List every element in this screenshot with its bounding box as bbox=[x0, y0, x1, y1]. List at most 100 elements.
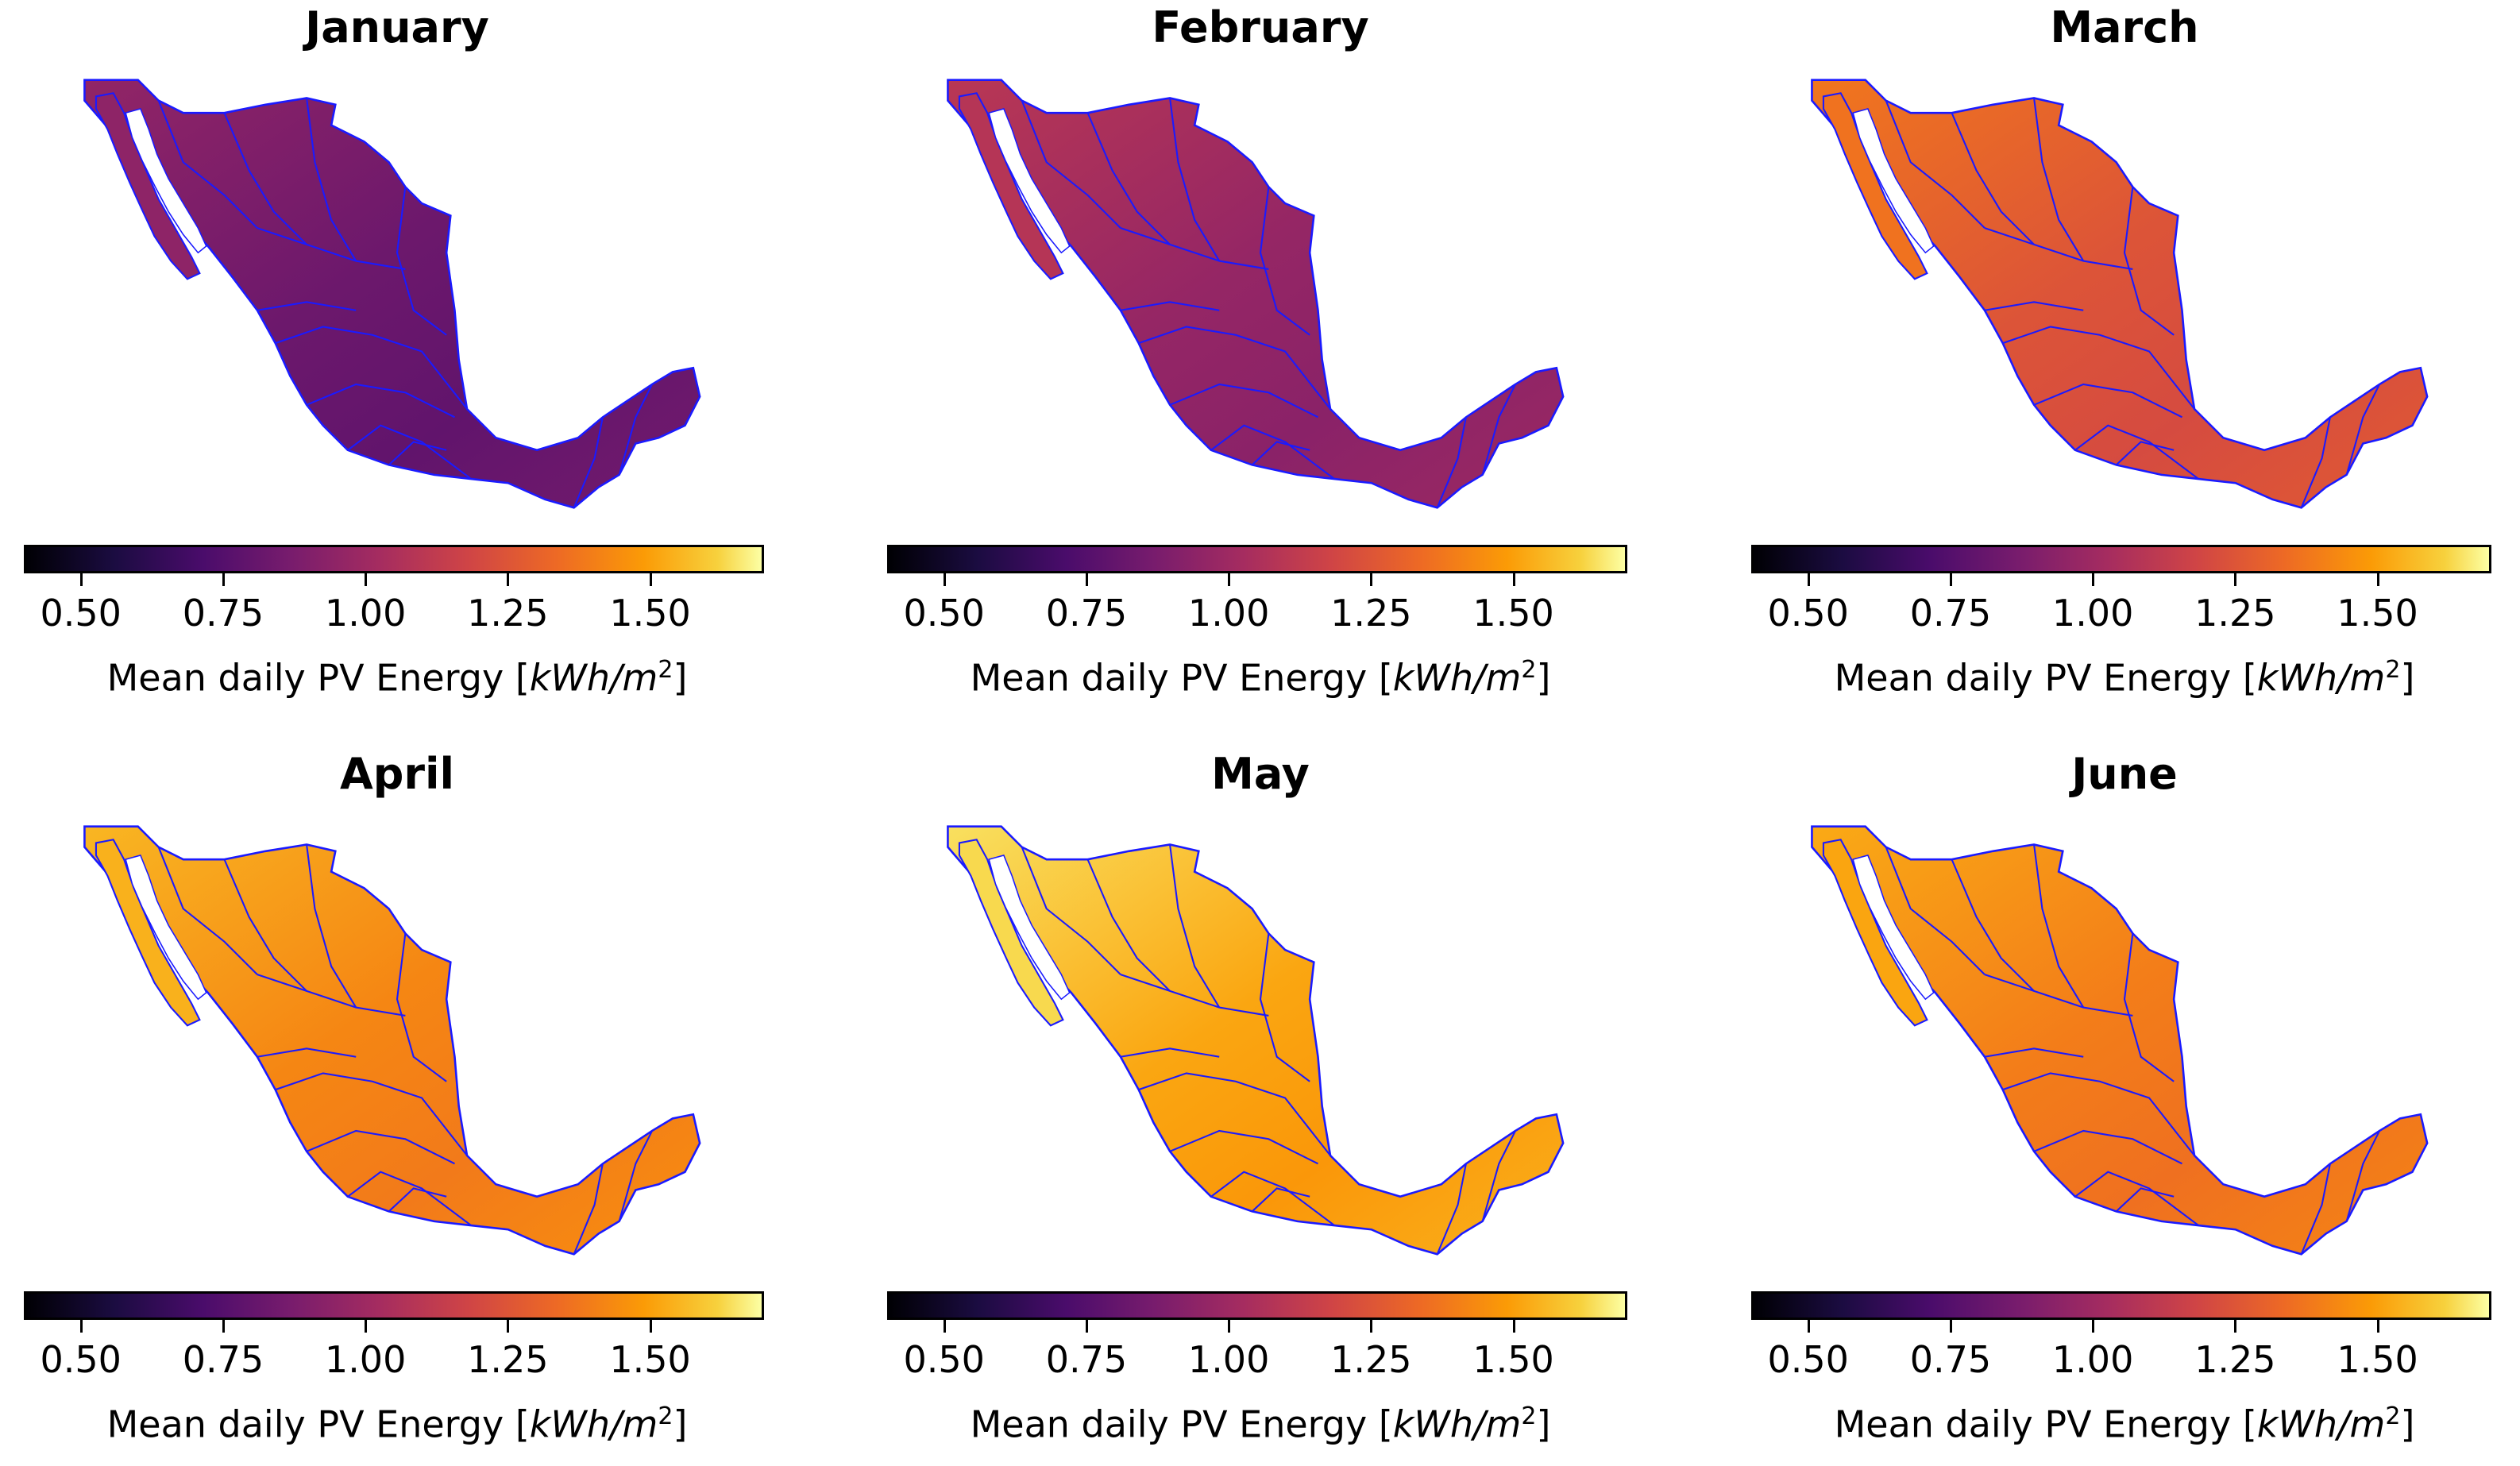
colorbar-tick bbox=[1512, 1320, 1515, 1333]
state-border bbox=[1138, 326, 1331, 410]
state-border bbox=[1251, 441, 1310, 466]
map-panel: June 0.50 0.75 1.00 1.25 1.50 Mean daily PV En… bbox=[1727, 747, 2520, 1461]
state-border bbox=[1120, 301, 1220, 311]
colorbar-label: Mean daily PV Energy [kWh/m2] bbox=[106, 656, 688, 700]
state-border bbox=[257, 1047, 357, 1058]
colorbar-tick bbox=[365, 1320, 368, 1333]
state-border bbox=[1885, 100, 1986, 229]
map-panel: January 0.50 0.75 1.00 1.25 1.50 Mean daily PV… bbox=[0, 0, 794, 715]
country-region bbox=[83, 825, 701, 1256]
colorbar-tick-label: 1.25 bbox=[467, 592, 549, 635]
colorbar-tick bbox=[222, 573, 225, 586]
state-border bbox=[1951, 858, 2035, 992]
gulf-of-california bbox=[1852, 108, 1935, 254]
colorbar-tick-label: 0.50 bbox=[903, 1338, 985, 1381]
state-border bbox=[275, 1072, 468, 1156]
colorbar-tick bbox=[943, 573, 946, 586]
colorbar-tick bbox=[649, 1320, 652, 1333]
map-panel: February 0.50 0.75 1.00 1.25 1.50 Mean daily P… bbox=[863, 0, 1657, 715]
state-border bbox=[1259, 933, 1310, 1082]
gulf-of-california bbox=[125, 108, 207, 254]
colorbar-tick-label: 1.50 bbox=[609, 1338, 691, 1381]
colorbar bbox=[887, 545, 1627, 573]
colorbar-tick-label: 1.25 bbox=[1330, 1338, 1412, 1381]
colorbar-tick bbox=[1228, 573, 1231, 586]
map-panel: May 0.50 0.75 1.00 1.25 1.50 Mean daily PV Ene… bbox=[863, 747, 1657, 1461]
colorbar-tick-label: 0.75 bbox=[1045, 1338, 1128, 1381]
colorbar-tick bbox=[1370, 573, 1373, 586]
state-border bbox=[2345, 384, 2380, 476]
state-border bbox=[306, 844, 357, 1009]
state-border bbox=[347, 424, 472, 480]
colorbar-tick-label: 0.75 bbox=[1909, 1338, 1992, 1381]
state-border bbox=[1120, 227, 1269, 270]
state-border bbox=[306, 98, 357, 262]
state-border bbox=[2074, 424, 2199, 480]
state-border bbox=[2123, 933, 2175, 1082]
mexico-map bbox=[947, 825, 1565, 1256]
state-border bbox=[1138, 1072, 1331, 1156]
colorbar-tick-label: 1.50 bbox=[1472, 1338, 1554, 1381]
state-border bbox=[1210, 1171, 1335, 1226]
state-border bbox=[2074, 1171, 2199, 1226]
colorbar-label: Mean daily PV Energy [kWh/m2] bbox=[970, 1402, 1551, 1446]
panel-title: February bbox=[1152, 2, 1369, 52]
colorbar-tick-label: 1.50 bbox=[2337, 592, 2418, 635]
gulf-of-california bbox=[988, 855, 1071, 1001]
state-border bbox=[388, 1187, 447, 1213]
colorbar-tick bbox=[79, 573, 83, 586]
state-border bbox=[1481, 384, 1516, 476]
state-border bbox=[306, 383, 455, 419]
panel-title: May bbox=[1211, 749, 1310, 799]
state-border bbox=[157, 100, 258, 229]
colorbar-tick bbox=[222, 1320, 225, 1333]
colorbar-tick bbox=[79, 1320, 83, 1333]
colorbar-tick-label: 0.50 bbox=[40, 592, 122, 635]
state-border bbox=[1086, 858, 1171, 992]
state-border bbox=[306, 1129, 455, 1165]
state-border bbox=[2033, 1129, 2182, 1165]
colorbar-tick-label: 0.75 bbox=[182, 592, 264, 635]
colorbar-label: Mean daily PV Energy [kWh/m2] bbox=[1834, 1402, 2415, 1446]
colorbar bbox=[24, 545, 764, 573]
colorbar bbox=[1751, 545, 2491, 573]
colorbar-tick bbox=[365, 573, 368, 586]
colorbar-label: Mean daily PV Energy [kWh/m2] bbox=[970, 656, 1551, 700]
state-border bbox=[223, 858, 307, 992]
state-border bbox=[257, 974, 406, 1017]
mexico-map bbox=[1811, 79, 2429, 509]
colorbar-tick-label: 1.25 bbox=[2194, 1338, 2276, 1381]
state-border bbox=[275, 326, 468, 410]
colorbar-tick bbox=[2234, 573, 2237, 586]
state-border bbox=[1169, 844, 1221, 1009]
colorbar-tick bbox=[1370, 1320, 1373, 1333]
state-border bbox=[2300, 1163, 2331, 1255]
gulf-of-california bbox=[988, 108, 1071, 254]
state-border bbox=[1481, 1130, 1516, 1222]
state-border bbox=[396, 933, 447, 1082]
colorbar-tick-label: 1.25 bbox=[2194, 592, 2276, 635]
state-border bbox=[1169, 1129, 1318, 1165]
state-border bbox=[2033, 98, 2085, 262]
mexico-map bbox=[83, 79, 701, 509]
colorbar-tick bbox=[2376, 573, 2379, 586]
state-border bbox=[2115, 441, 2175, 466]
colorbar-tick-label: 1.50 bbox=[609, 592, 691, 635]
country-region bbox=[947, 825, 1565, 1256]
colorbar-tick-label: 1.50 bbox=[1472, 592, 1554, 635]
mexico-map bbox=[947, 79, 1565, 509]
colorbar-tick bbox=[2376, 1320, 2379, 1333]
state-border bbox=[2300, 417, 2331, 508]
colorbar-tick-label: 1.25 bbox=[1330, 592, 1412, 635]
colorbar-tick-label: 1.00 bbox=[1187, 592, 1270, 635]
mexico-map bbox=[83, 825, 701, 1256]
state-border bbox=[573, 1163, 604, 1255]
country-region bbox=[1811, 825, 2429, 1256]
colorbar bbox=[24, 1291, 764, 1320]
colorbar-tick-label: 0.75 bbox=[182, 1338, 264, 1381]
state-border bbox=[1984, 301, 2084, 311]
colorbar-tick bbox=[1085, 1320, 1088, 1333]
state-border bbox=[1984, 227, 2133, 270]
state-border bbox=[347, 1171, 472, 1226]
